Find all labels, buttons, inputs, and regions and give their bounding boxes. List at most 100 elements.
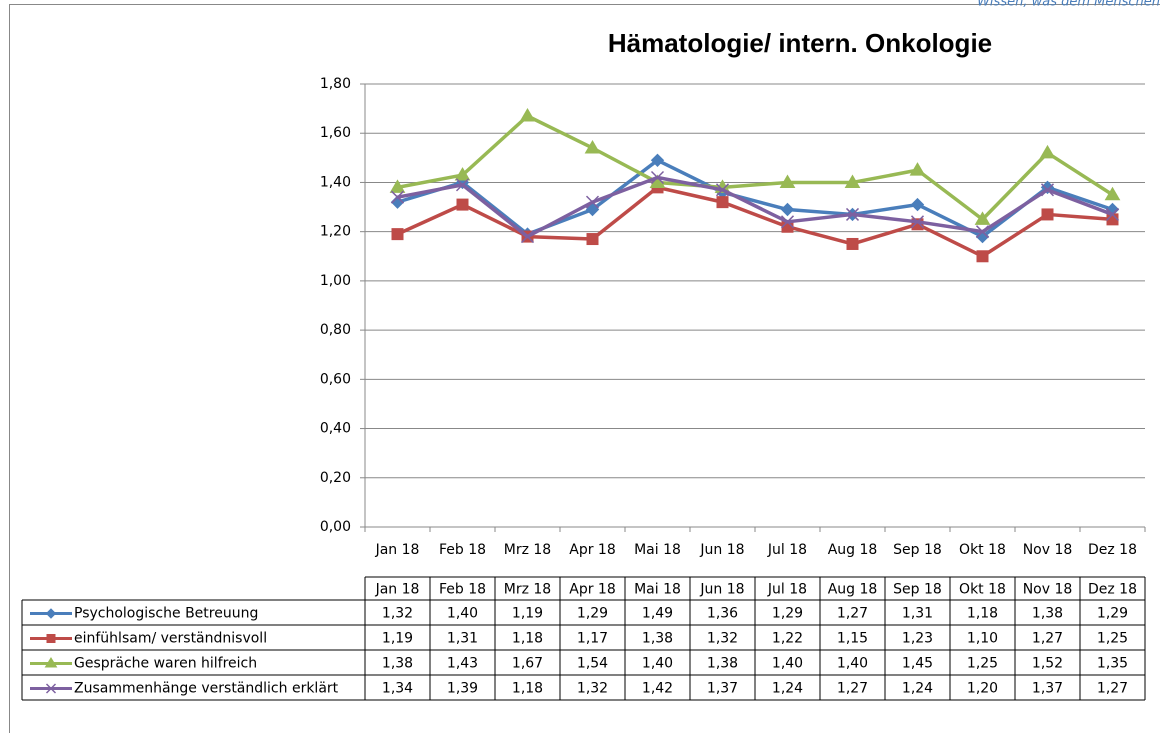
marker: [846, 237, 859, 250]
table-value: 1,27: [1032, 631, 1063, 647]
marker: [455, 178, 470, 192]
y-tick-label: 0,00: [320, 519, 351, 535]
marker: [910, 215, 925, 229]
table-value: 1,34: [382, 681, 413, 697]
table-value: 1,40: [447, 606, 478, 622]
y-tick-label: 1,40: [320, 174, 351, 190]
table-value: 1,52: [1032, 656, 1063, 672]
table-header: Dez 18: [1088, 582, 1137, 598]
table-value: 1,54: [577, 656, 608, 672]
marker: [45, 683, 57, 694]
x-tick-label: Jan 18: [375, 542, 420, 558]
table-value: 1,38: [707, 656, 738, 672]
y-tick-label: 0,20: [320, 470, 351, 486]
table-value: 1,24: [902, 681, 933, 697]
marker: [909, 162, 926, 176]
table-value: 1,38: [382, 656, 413, 672]
y-tick-label: 1,60: [320, 125, 351, 141]
marker: [46, 634, 56, 643]
table-value: 1,24: [772, 681, 803, 697]
marker: [1040, 183, 1055, 197]
marker: [780, 215, 795, 229]
chart-title: Hämatologie/ intern. Onkologie: [608, 28, 992, 58]
table-value: 1,18: [967, 606, 998, 622]
marker: [45, 608, 57, 619]
marker: [389, 179, 406, 193]
tagline: Wissen, was dem Menschen: [977, 0, 1160, 10]
marker: [1041, 208, 1054, 221]
table-value: 1,10: [967, 631, 998, 647]
table-value: 1,19: [512, 606, 543, 622]
x-tick-label: Feb 18: [439, 542, 486, 558]
series-line: [397, 175, 1114, 239]
table-value: 1,32: [382, 606, 413, 622]
table-value: 1,37: [707, 681, 738, 697]
table-value: 1,27: [837, 681, 868, 697]
marker: [1105, 207, 1120, 221]
table-value: 1,38: [1032, 606, 1063, 622]
table-header: Mrz 18: [504, 582, 551, 598]
chart-frame: [9, 4, 1160, 733]
marker: [520, 230, 535, 244]
legend-label: Zusammenhänge verständlich erklärt: [74, 681, 339, 697]
table-value: 1,40: [642, 656, 673, 672]
table-header: Okt 18: [959, 582, 1006, 598]
legend-label: Psychologische Betreuung: [74, 606, 258, 622]
table-header: Jan 18: [375, 582, 420, 598]
table-value: 1,36: [707, 606, 738, 622]
marker: [584, 139, 601, 154]
x-tick-label: Jul 18: [767, 542, 807, 558]
table-value: 1,25: [1097, 631, 1128, 647]
x-tick-label: Jun 18: [699, 542, 744, 558]
table-value: 1,20: [967, 681, 998, 697]
series-line: [396, 158, 1114, 239]
table-value: 1,39: [447, 681, 478, 697]
table-value: 1,67: [512, 656, 543, 672]
marker: [1104, 186, 1121, 201]
table-value: 1,32: [707, 631, 738, 647]
marker: [585, 195, 600, 209]
table-header: Apr 18: [569, 582, 615, 598]
table-value: 1,42: [642, 681, 673, 697]
table-value: 1,27: [837, 606, 868, 622]
y-tick-label: 1,00: [320, 273, 351, 289]
table-value: 1,38: [642, 631, 673, 647]
table-value: 1,22: [772, 631, 803, 647]
table-value: 1,29: [577, 606, 608, 622]
marker: [976, 250, 989, 263]
marker: [715, 183, 730, 197]
marker: [1106, 213, 1119, 226]
x-tick-label: Nov 18: [1023, 542, 1073, 558]
table-value: 1,40: [837, 656, 868, 672]
marker: [454, 167, 471, 181]
table-value: 1,45: [902, 656, 933, 672]
table-value: 1,27: [1097, 681, 1128, 697]
marker: [585, 202, 600, 217]
table-header: Jul 18: [767, 582, 807, 598]
series-line: [397, 114, 1114, 222]
marker: [780, 202, 795, 217]
x-tick-label: Dez 18: [1088, 542, 1137, 558]
table-header: Aug 18: [828, 582, 878, 598]
legend-label: Gespräche waren hilfreich: [74, 656, 257, 672]
marker: [586, 233, 599, 246]
table-value: 1,19: [382, 631, 413, 647]
x-tick-label: Okt 18: [959, 542, 1006, 558]
x-tick-label: Aug 18: [828, 542, 878, 558]
x-tick-label: Sep 18: [893, 542, 942, 558]
x-tick-label: Apr 18: [569, 542, 615, 558]
table-header: Feb 18: [439, 582, 486, 598]
table-value: 1,18: [512, 681, 543, 697]
marker: [779, 174, 796, 188]
table-value: 1,31: [447, 631, 478, 647]
table-header: Jun 18: [699, 582, 744, 598]
marker: [456, 198, 469, 211]
marker: [910, 197, 925, 212]
table-header: Sep 18: [893, 582, 942, 598]
marker: [650, 153, 665, 168]
marker: [390, 195, 405, 209]
table-value: 1,23: [902, 631, 933, 647]
table-value: 1,40: [772, 656, 803, 672]
table-header: Nov 18: [1023, 582, 1073, 598]
